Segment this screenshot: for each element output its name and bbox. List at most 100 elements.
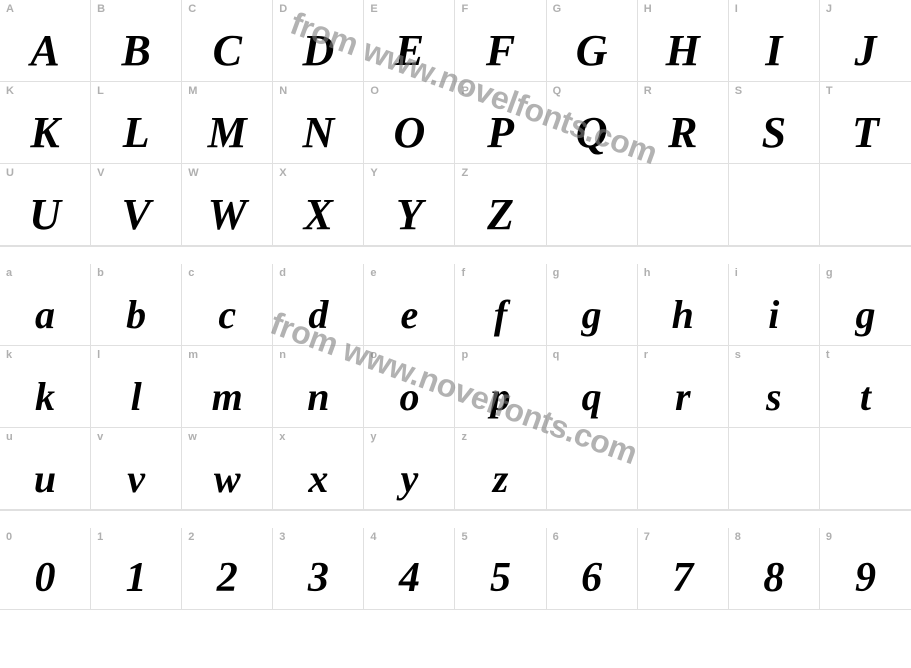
key-label: r bbox=[644, 349, 649, 361]
glyph-display: Y bbox=[364, 193, 454, 237]
glyph-display: U bbox=[0, 193, 90, 237]
glyph-display: 3 bbox=[273, 557, 363, 599]
glyph-display: 6 bbox=[547, 557, 637, 599]
glyph-cell-g: gg bbox=[820, 264, 911, 346]
key-label: q bbox=[553, 349, 560, 361]
key-label: a bbox=[6, 267, 12, 279]
key-label: y bbox=[370, 431, 376, 443]
key-label: e bbox=[370, 267, 376, 279]
glyph-cell-g: gg bbox=[547, 264, 638, 346]
glyph-cell-5: 55 bbox=[455, 528, 546, 610]
glyph-display: W bbox=[182, 193, 272, 237]
glyph-cell-empty bbox=[638, 428, 729, 510]
glyph-cell-J: JJ bbox=[820, 0, 911, 82]
glyph-display: M bbox=[182, 111, 272, 155]
glyph-grid-uppercase: AABBCCDDEEFFGGHHIIJJKKLLMMNNOOPPQQRRSSTT… bbox=[0, 0, 911, 246]
key-label: M bbox=[188, 85, 197, 97]
glyph-cell-empty bbox=[638, 164, 729, 246]
glyph-grid-lowercase: aabbccddeeffgghhiiggkkllmmnnooppqqrrsstt… bbox=[0, 264, 911, 510]
glyph-display: 0 bbox=[0, 557, 90, 599]
key-label: p bbox=[461, 349, 468, 361]
key-label: L bbox=[97, 85, 104, 97]
key-label: z bbox=[461, 431, 467, 443]
glyph-cell-Z: ZZ bbox=[455, 164, 546, 246]
key-label: s bbox=[735, 349, 741, 361]
key-label: T bbox=[826, 85, 833, 97]
font-character-map: AABBCCDDEEFFGGHHIIJJKKLLMMNNOOPPQQRRSSTT… bbox=[0, 0, 911, 610]
glyph-cell-T: TT bbox=[820, 82, 911, 164]
glyph-cell-O: OO bbox=[364, 82, 455, 164]
glyph-cell-x: xx bbox=[273, 428, 364, 510]
glyph-display: y bbox=[364, 459, 454, 499]
glyph-cell-empty bbox=[729, 428, 820, 510]
key-label: c bbox=[188, 267, 194, 279]
glyph-display: x bbox=[273, 459, 363, 499]
glyph-cell-o: oo bbox=[364, 346, 455, 428]
glyph-display: r bbox=[638, 377, 728, 417]
glyph-display: H bbox=[638, 29, 728, 73]
glyph-cell-V: VV bbox=[91, 164, 182, 246]
glyph-cell-k: kk bbox=[0, 346, 91, 428]
key-label: b bbox=[97, 267, 104, 279]
glyph-cell-b: bb bbox=[91, 264, 182, 346]
glyph-display: t bbox=[820, 377, 911, 417]
glyph-display: 1 bbox=[91, 557, 181, 599]
key-label: Y bbox=[370, 167, 378, 179]
glyph-display: V bbox=[91, 193, 181, 237]
glyph-cell-4: 44 bbox=[364, 528, 455, 610]
glyph-cell-h: hh bbox=[638, 264, 729, 346]
section-spacer bbox=[0, 246, 911, 264]
glyph-display: F bbox=[455, 29, 545, 73]
glyph-display: e bbox=[364, 295, 454, 335]
glyph-display: f bbox=[455, 295, 545, 335]
glyph-display: T bbox=[820, 111, 911, 155]
glyph-display: 4 bbox=[364, 557, 454, 599]
glyph-cell-v: vv bbox=[91, 428, 182, 510]
key-label: S bbox=[735, 85, 743, 97]
glyph-display: E bbox=[364, 29, 454, 73]
glyph-display: b bbox=[91, 295, 181, 335]
glyph-cell-F: FF bbox=[455, 0, 546, 82]
glyph-display: s bbox=[729, 377, 819, 417]
key-label: N bbox=[279, 85, 287, 97]
glyph-cell-n: nn bbox=[273, 346, 364, 428]
glyph-display: B bbox=[91, 29, 181, 73]
key-label: J bbox=[826, 3, 832, 15]
glyph-cell-s: ss bbox=[729, 346, 820, 428]
section-spacer bbox=[0, 510, 911, 528]
key-label: h bbox=[644, 267, 651, 279]
key-label: A bbox=[6, 3, 14, 15]
key-label: H bbox=[644, 3, 652, 15]
key-label: f bbox=[461, 267, 465, 279]
key-label: 8 bbox=[735, 531, 741, 543]
glyph-cell-U: UU bbox=[0, 164, 91, 246]
glyph-cell-D: DD bbox=[273, 0, 364, 82]
glyph-cell-C: CC bbox=[182, 0, 273, 82]
glyph-cell-H: HH bbox=[638, 0, 729, 82]
glyph-cell-m: mm bbox=[182, 346, 273, 428]
key-label: 6 bbox=[553, 531, 559, 543]
glyph-cell-K: KK bbox=[0, 82, 91, 164]
key-label: U bbox=[6, 167, 14, 179]
glyph-cell-Q: QQ bbox=[547, 82, 638, 164]
key-label: 7 bbox=[644, 531, 650, 543]
key-label: n bbox=[279, 349, 286, 361]
glyph-display: 7 bbox=[638, 557, 728, 599]
glyph-display: X bbox=[273, 193, 363, 237]
glyph-cell-q: qq bbox=[547, 346, 638, 428]
glyph-cell-y: yy bbox=[364, 428, 455, 510]
key-label: v bbox=[97, 431, 103, 443]
glyph-cell-c: cc bbox=[182, 264, 273, 346]
glyph-display: P bbox=[455, 111, 545, 155]
glyph-cell-Y: YY bbox=[364, 164, 455, 246]
glyph-cell-empty bbox=[547, 164, 638, 246]
glyph-cell-i: ii bbox=[729, 264, 820, 346]
glyph-display: v bbox=[91, 459, 181, 499]
glyph-display: S bbox=[729, 111, 819, 155]
glyph-display: N bbox=[273, 111, 363, 155]
glyph-display: D bbox=[273, 29, 363, 73]
key-label: K bbox=[6, 85, 14, 97]
key-label: X bbox=[279, 167, 287, 179]
glyph-display: o bbox=[364, 377, 454, 417]
glyph-cell-1: 11 bbox=[91, 528, 182, 610]
